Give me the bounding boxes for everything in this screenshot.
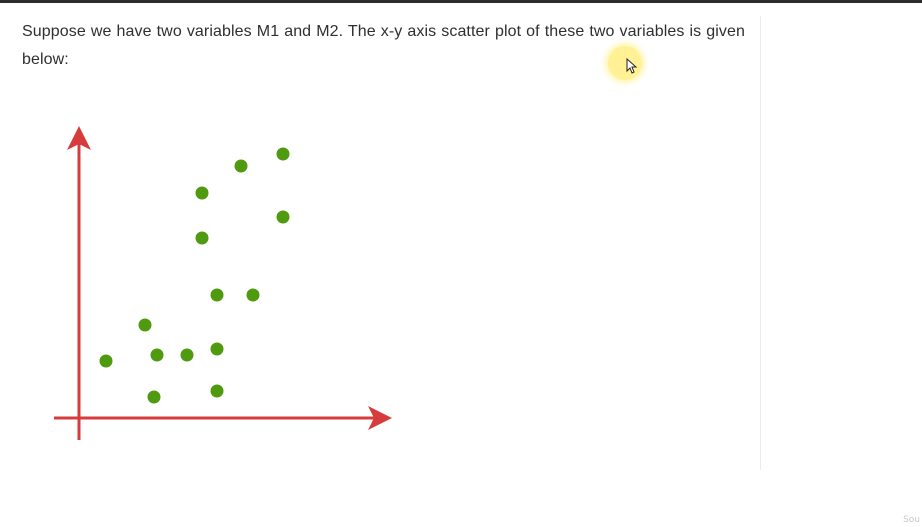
y-axis-arrowhead — [67, 126, 91, 150]
scatter-point-6 — [195, 231, 209, 245]
scatter-point-3 — [147, 390, 161, 404]
top-bar — [0, 0, 922, 3]
scatter-point-9 — [210, 342, 224, 356]
scatter-point-1 — [99, 354, 113, 368]
scatter-point-13 — [276, 210, 290, 224]
pane-divider — [760, 16, 761, 470]
x-axis-arrowhead — [368, 406, 392, 430]
scatter-point-11 — [234, 159, 248, 173]
scatter-point-12 — [246, 288, 260, 302]
scatter-point-4 — [150, 348, 164, 362]
scatter-point-14 — [276, 147, 290, 161]
cursor-arrow-icon — [626, 58, 638, 74]
scatter-point-5 — [180, 348, 194, 362]
cursor-highlight — [608, 46, 642, 80]
scatter-point-10 — [210, 288, 224, 302]
watermark: Sou — [903, 515, 920, 525]
data-points — [99, 147, 290, 404]
scatter-point-8 — [210, 384, 224, 398]
y-axis — [67, 126, 91, 440]
x-axis — [54, 406, 392, 430]
scatter-point-2 — [138, 318, 152, 332]
scatter-plot — [54, 126, 392, 440]
content-pane — [0, 3, 760, 470]
question-text: Suppose we have two variables M1 and M2.… — [22, 23, 745, 68]
scatter-point-7 — [195, 186, 209, 200]
